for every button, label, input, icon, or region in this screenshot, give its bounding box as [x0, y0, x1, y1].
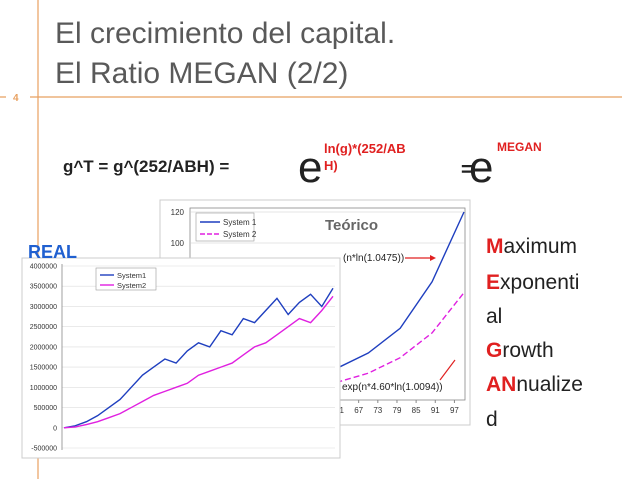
y-tick-label: 3500000 [30, 284, 57, 291]
formula-eq: = [461, 159, 473, 181]
acronym-line: ANnualize [486, 373, 583, 396]
acronym-line: d [486, 408, 498, 431]
annotation: (n*ln(1.0475)) [343, 253, 404, 264]
y-tick-label: 1000000 [30, 385, 57, 392]
title-line: El Ratio MEGAN (2/2) [55, 57, 348, 90]
formula-base: e [298, 143, 322, 192]
y-tick-label: 0 [53, 425, 57, 432]
series-line [63, 287, 334, 429]
y-tick-label: -500000 [31, 446, 57, 453]
annotation: exp(n*4.60*ln(1.0094)) [342, 382, 443, 393]
legend-label: System 1 [223, 218, 257, 227]
acronym-initial: G [486, 339, 502, 362]
y-tick-label: 2500000 [30, 324, 57, 331]
legend-box [195, 212, 255, 242]
acronym-line: al [486, 305, 502, 328]
number-box [6, 90, 30, 104]
formula-base: e [469, 143, 493, 192]
arrow-head [430, 255, 436, 261]
legend-label: System1 [117, 271, 146, 280]
acronym-line: Growth [486, 339, 554, 362]
acronym-line: Maximum [486, 235, 577, 258]
formula-lhs: g^T = g^(252/ABH) = [63, 157, 229, 176]
legend-label: System2 [117, 281, 146, 290]
y-tick-label: 120 [171, 208, 185, 217]
y-tick-label: 100 [171, 239, 185, 248]
x-tick-label: 85 [412, 406, 421, 415]
acronym-rest: rowth [502, 339, 553, 362]
title-line: El crecimiento del capital. [55, 17, 395, 50]
slide-number: 4 [13, 93, 19, 104]
formula-exponent: MEGAN [497, 140, 542, 154]
chart-label: Teórico [325, 217, 378, 234]
y-tick-label: 3000000 [30, 304, 57, 311]
x-tick-label: 67 [354, 406, 363, 415]
y-tick-label: 1500000 [30, 365, 57, 372]
acronym-line: Exponenti [486, 271, 579, 294]
series-line [63, 295, 334, 429]
acronym-rest: aximum [504, 235, 578, 258]
acronym-rest: nualize [516, 373, 583, 396]
y-tick-label: 4000000 [30, 264, 57, 271]
acronym-initial: M [486, 235, 504, 258]
acronym-rest: al [486, 305, 502, 328]
x-tick-label: 73 [373, 406, 382, 415]
x-tick-label: 91 [431, 406, 440, 415]
acronym-rest: xponenti [500, 271, 579, 294]
acronym-rest: d [486, 408, 498, 431]
acronym-initial: E [486, 271, 500, 294]
acronym-initial: AN [486, 373, 516, 396]
formula-exponent: H) [324, 158, 338, 173]
real-plot: 4000000 3500000 3000000 2500000 2000000 15000… [28, 242, 335, 453]
y-tick-label: 500000 [34, 405, 57, 412]
annotation-arrow [439, 359, 456, 381]
x-tick-label: 79 [393, 406, 402, 415]
formula-exponent: ln(g)*(252/AB [324, 141, 406, 156]
x-tick-label: 97 [450, 406, 459, 415]
chart-label: REAL [28, 242, 77, 262]
y-tick-label: 2000000 [30, 344, 57, 351]
legend-label: System 2 [223, 230, 257, 239]
